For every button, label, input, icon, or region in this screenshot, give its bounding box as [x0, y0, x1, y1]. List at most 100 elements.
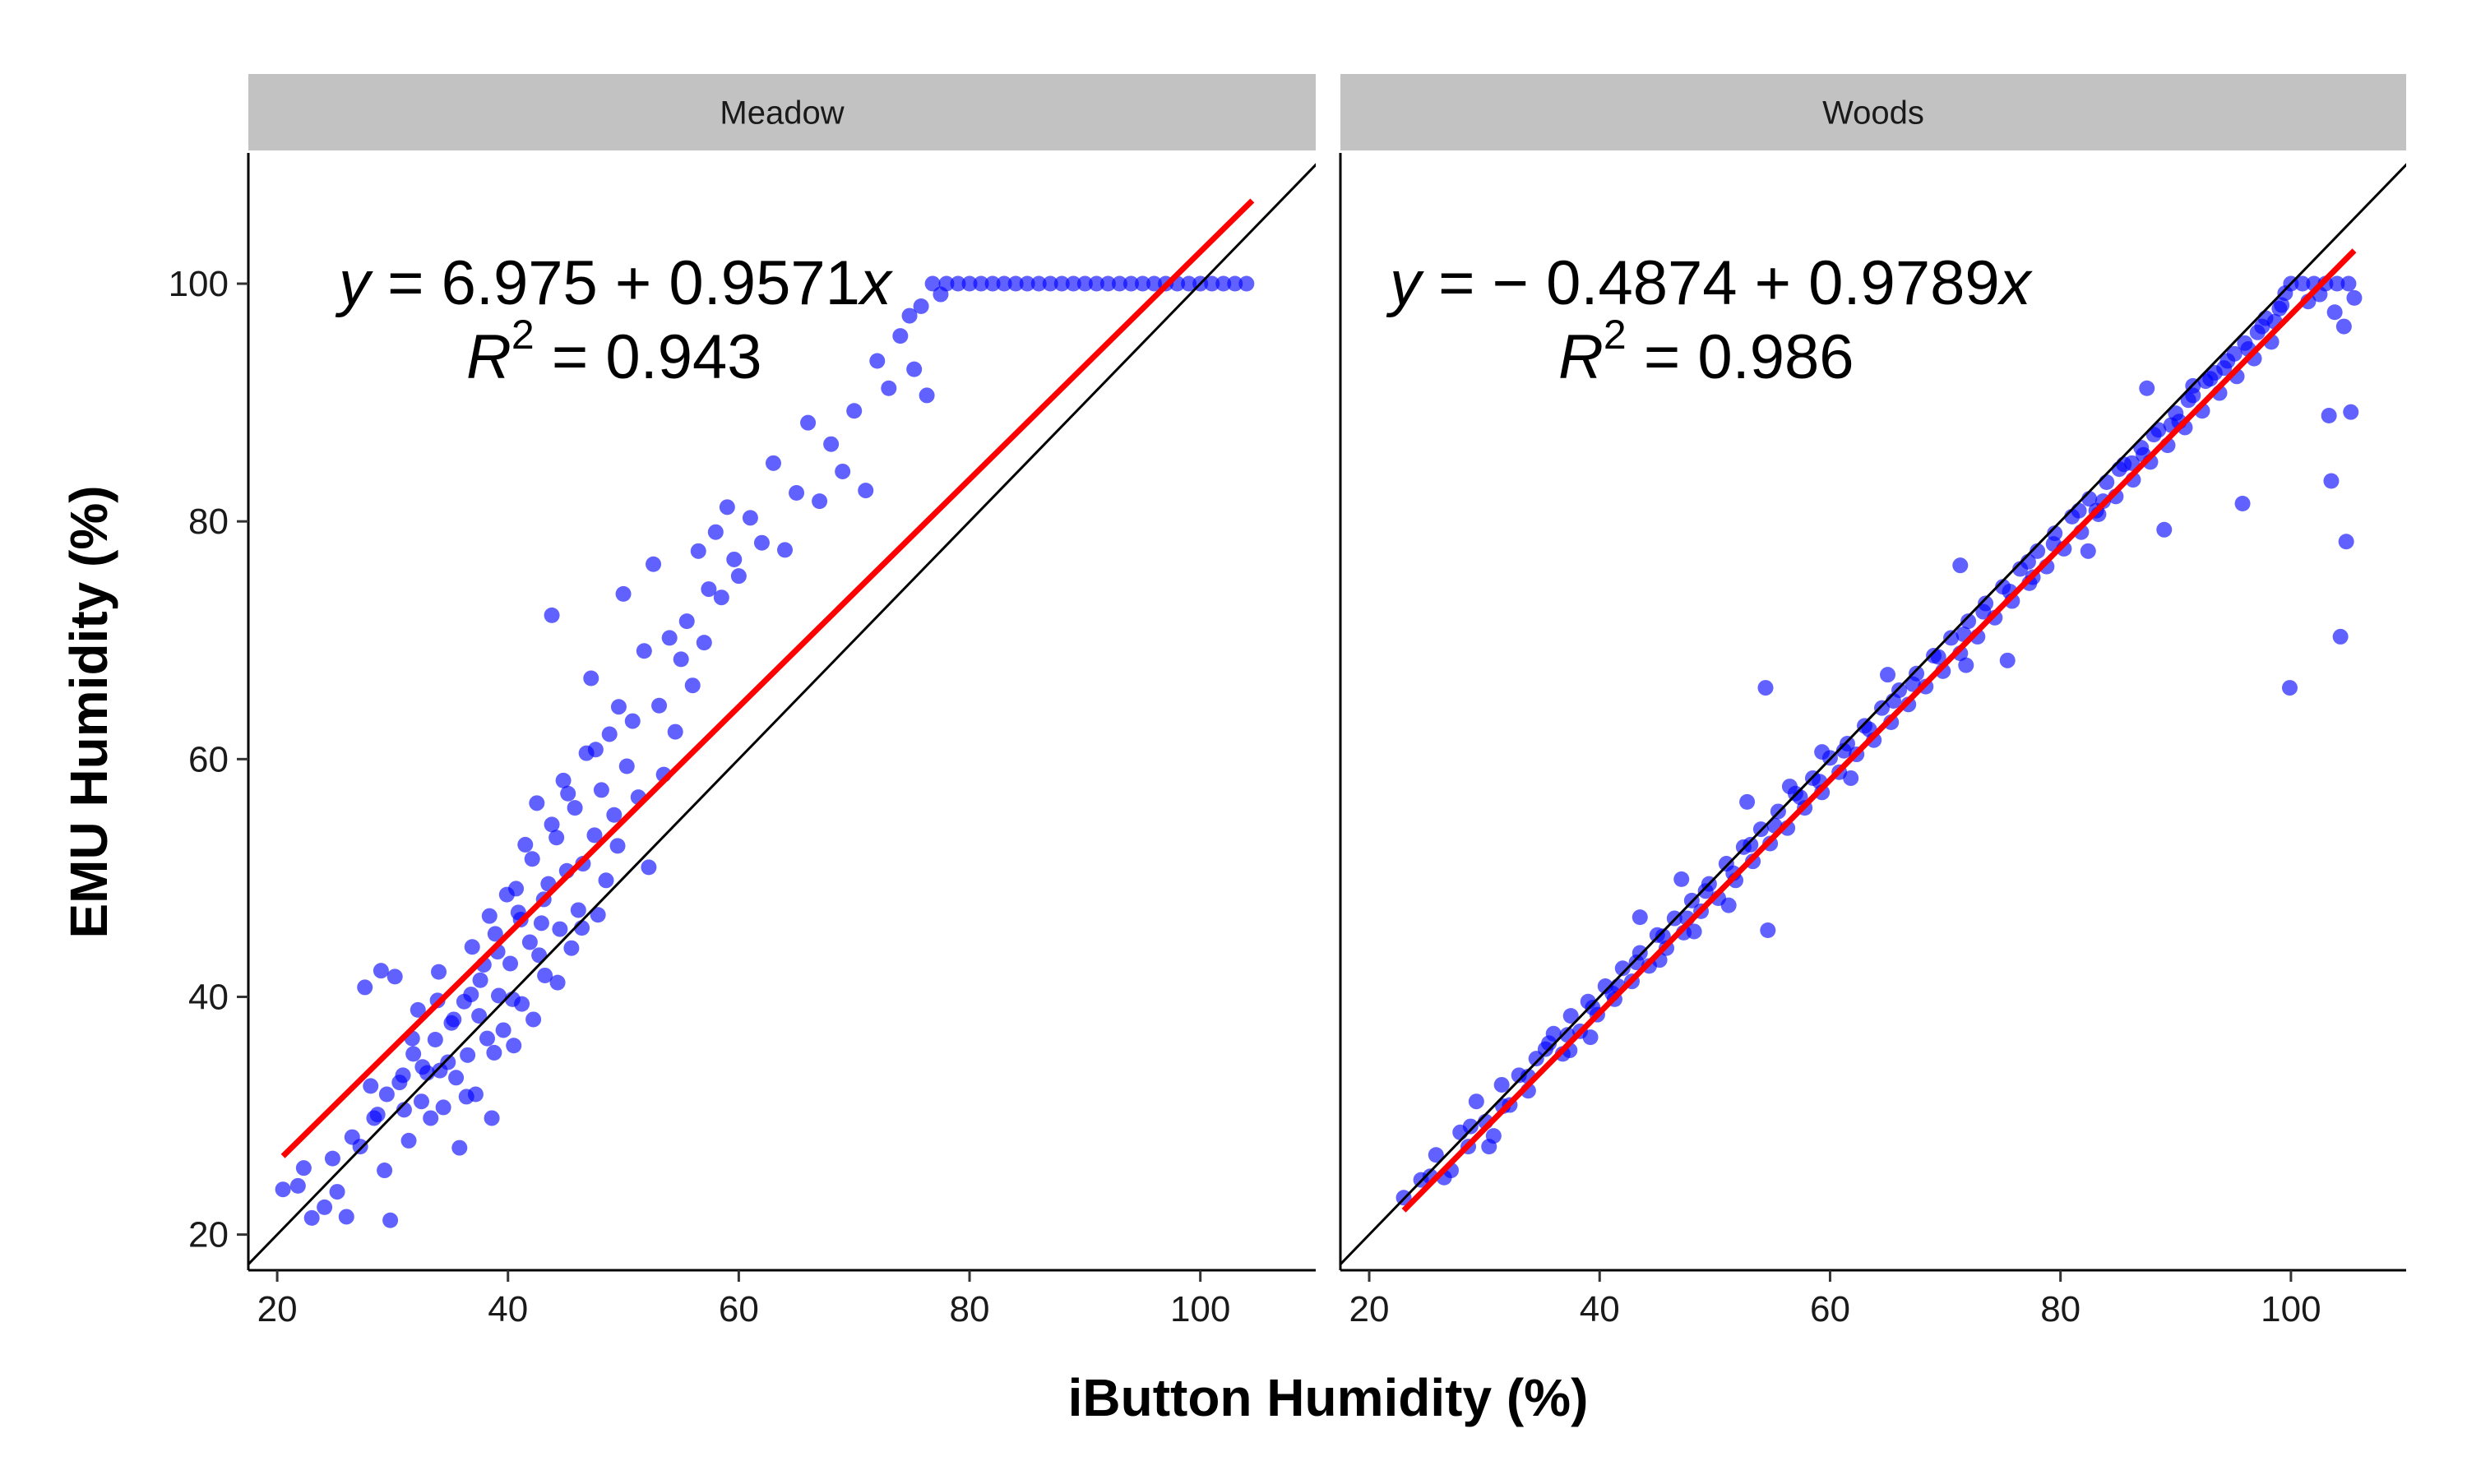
data-point [2226, 345, 2243, 362]
data-point [1007, 275, 1024, 292]
r-squared-value: = 0.986 [1627, 322, 1854, 392]
data-point [377, 1163, 393, 1179]
data-point [846, 403, 863, 419]
data-point [481, 908, 498, 924]
data-point [1468, 1093, 1484, 1110]
data-point [2321, 408, 2337, 424]
equation-x: x [1997, 248, 2034, 318]
data-point [537, 967, 553, 983]
x-tick-label: 100 [2261, 1289, 2321, 1329]
data-point [641, 859, 657, 876]
data-point [491, 987, 507, 1004]
y-tick-label: 20 [188, 1215, 229, 1255]
data-point [552, 921, 568, 937]
data-point [378, 1086, 395, 1103]
data-point [730, 568, 747, 585]
data-point [2080, 543, 2096, 559]
data-point [2338, 534, 2354, 550]
data-point [395, 1067, 411, 1084]
data-point [414, 1059, 431, 1075]
data-point [517, 836, 534, 853]
r-squared-exponent: 2 [1604, 312, 1627, 358]
regression-line [280, 198, 1255, 1158]
data-point [726, 551, 743, 567]
data-point [742, 510, 758, 526]
data-point [1053, 275, 1070, 292]
data-point [1146, 275, 1163, 292]
data-point [1428, 1147, 1444, 1163]
equation-y: y [1386, 248, 1424, 318]
panel-meadow: Meadow 20 40 60 80 100 20 40 60 80 100 y = 6.975 + … [169, 74, 1316, 1329]
data-point [610, 699, 627, 715]
data-point [1135, 275, 1151, 292]
data-point [432, 1062, 448, 1079]
data-point [2249, 324, 2266, 340]
data-point [1632, 909, 1648, 926]
data-point [2326, 304, 2343, 321]
data-point [1088, 275, 1104, 292]
data-point [1111, 275, 1127, 292]
x-tick-label: 80 [950, 1289, 990, 1329]
data-point [2139, 380, 2155, 396]
x-tick-label: 40 [1580, 1289, 1620, 1329]
data-point [446, 1011, 462, 1028]
facet-strip-label: Meadow [720, 95, 844, 132]
data-point [2156, 521, 2173, 538]
data-point [609, 838, 626, 854]
data-point [690, 543, 706, 559]
data-point [460, 1047, 476, 1063]
data-point [661, 630, 678, 646]
data-point [533, 915, 549, 932]
facet-strip [248, 74, 1316, 150]
data-point [464, 939, 480, 955]
data-point [606, 807, 623, 823]
data-point [463, 987, 479, 1003]
equation-rhs: = 6.975 + 0.9571 [370, 248, 860, 318]
data-point [678, 613, 695, 630]
data-point [2180, 392, 2196, 409]
data-point [601, 726, 618, 742]
data-point [324, 1150, 340, 1167]
data-point [1042, 275, 1058, 292]
data-point [1655, 928, 1671, 945]
equation-rhs: = − 0.4874 + 0.9789 [1421, 248, 2000, 318]
data-point [363, 1078, 379, 1094]
data-point [1943, 630, 1960, 646]
data-point [1905, 676, 1921, 692]
data-point [317, 1199, 333, 1215]
data-point [906, 361, 923, 377]
data-point [502, 955, 519, 972]
data-point [338, 1209, 354, 1225]
data-point [924, 275, 941, 292]
y-axis-title: EMU Humidity (%) [59, 485, 118, 938]
data-point [567, 800, 583, 816]
data-point [544, 816, 560, 833]
data-point [1215, 275, 1232, 292]
data-point [529, 795, 545, 811]
data-point [1076, 275, 1093, 292]
data-point [549, 974, 566, 991]
data-point [892, 328, 909, 344]
data-point [696, 635, 712, 651]
data-point [373, 963, 389, 979]
data-point [555, 772, 572, 788]
data-point [2340, 275, 2357, 292]
data-point [1462, 1118, 1479, 1135]
fit-equation: y = − 0.4874 + 0.9789x [1386, 248, 2034, 318]
r-squared-value: = 0.943 [535, 322, 762, 392]
data-point [1238, 275, 1255, 292]
data-point [950, 275, 966, 292]
data-point [1843, 770, 1859, 786]
data-point [2274, 297, 2290, 313]
data-point [2335, 318, 2352, 335]
data-point [1720, 897, 1737, 913]
data-point [2343, 404, 2359, 420]
data-point [1960, 613, 1977, 630]
data-point [1582, 1029, 1599, 1046]
data-point [352, 1139, 368, 1155]
data-point [1122, 275, 1139, 292]
data-point [2332, 628, 2349, 645]
data-point [789, 484, 805, 501]
data-point [369, 1107, 386, 1123]
y-tick-label: 40 [188, 977, 229, 1017]
